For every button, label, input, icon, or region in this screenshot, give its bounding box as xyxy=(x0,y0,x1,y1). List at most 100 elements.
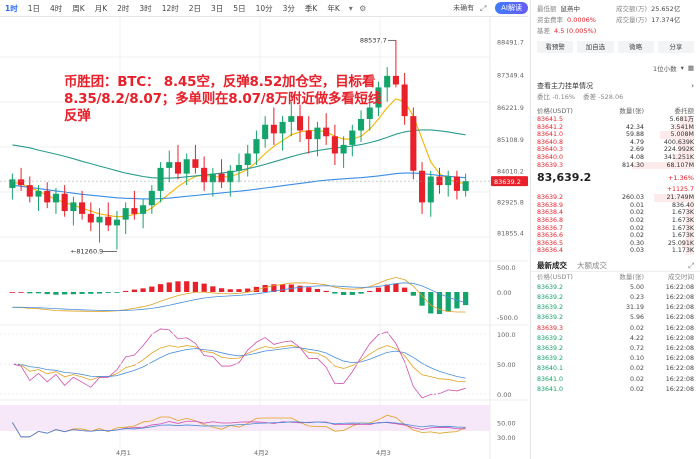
bid-row[interactable]: 83636.5 0.30 25.091K xyxy=(531,239,700,248)
timeframe-7[interactable]: 12时 xyxy=(161,3,179,13)
trade-cell: 0.02 xyxy=(629,324,644,332)
bid-row[interactable]: 83636.8 0.02 1.673K xyxy=(531,216,700,225)
panel-button-1[interactable]: 加自选 xyxy=(577,41,614,53)
chevron-down-icon[interactable]: ▾ xyxy=(348,3,353,13)
macd-bar xyxy=(192,281,199,292)
depth-control[interactable]: 1位小数 ▾ ▦ xyxy=(531,62,700,74)
candle-body xyxy=(340,144,347,154)
layout-icon[interactable]: ▦ xyxy=(687,64,694,72)
stat-label: 基差 xyxy=(537,27,550,35)
expand-icon[interactable]: ⤢ xyxy=(688,260,694,270)
bid-row[interactable]: 83636.4 0.03 1.173K xyxy=(531,247,700,255)
timeframe-12[interactable]: 3分 xyxy=(282,3,295,13)
panel-button-0[interactable]: 看预警 xyxy=(537,41,574,53)
bid-depth-bar xyxy=(686,247,694,255)
timeframe-3[interactable]: 周K xyxy=(72,3,85,13)
candlestick-chart[interactable]: 88491.7 87349.4 86221.9 85108.9 84010.2 82925… xyxy=(0,17,528,459)
macd-bar xyxy=(306,287,312,292)
macd-bar xyxy=(367,290,373,292)
bid-row[interactable]: 83636.6 0.02 1.673K xyxy=(531,232,700,240)
ask-row[interactable]: 83640.0 4.08 341.251K xyxy=(531,153,700,162)
timeframe-8[interactable]: 2日 xyxy=(188,3,202,13)
candle-body xyxy=(253,139,260,154)
trade-row: 83641.0 0.02 16:22:08 xyxy=(531,375,700,385)
ask-cell: 5.681万 xyxy=(669,116,694,123)
macd-bar xyxy=(393,283,399,292)
last-price: 83,639.2 xyxy=(537,171,592,185)
bid-cell: 1.673K xyxy=(671,232,694,240)
timeframe-0[interactable]: 1时 xyxy=(5,3,18,13)
settings-icon[interactable]: ⚙ xyxy=(359,3,367,13)
timeframe-6[interactable]: 3时 xyxy=(139,3,152,13)
macd-bar xyxy=(375,287,382,292)
depth-precision[interactable]: 1位小数 xyxy=(652,65,677,73)
timeframe-11[interactable]: 10分 xyxy=(255,3,273,13)
timeframe-2[interactable]: 4时 xyxy=(50,3,63,13)
high-label: 88537.7 xyxy=(360,36,387,44)
trade-row: 83639.2 0.23 16:22:08 xyxy=(531,293,700,303)
ask-row[interactable]: 83639.3 814.30 68.107M xyxy=(531,161,700,170)
candle-body xyxy=(296,116,304,131)
ask-row[interactable]: 83640.8 4.79 400.639K xyxy=(531,138,700,147)
macd-bar xyxy=(184,281,190,292)
tab-1[interactable]: 大额成交 xyxy=(577,260,607,270)
order-ratio-row: 委比 -0.16% 委差 -528.06 xyxy=(531,92,700,102)
candle-body xyxy=(209,173,216,183)
macd-bar xyxy=(402,287,408,292)
timeframe-10[interactable]: 5日 xyxy=(233,3,246,13)
ai-analysis-button[interactable]: AI解读 xyxy=(495,2,528,14)
bid-cell: 1.173K xyxy=(671,247,694,255)
ask-cell: 42.34 xyxy=(625,123,644,131)
tab-0[interactable]: 最新成交 xyxy=(537,260,567,270)
panel-button-3[interactable]: 分享 xyxy=(657,41,694,53)
ask-cell: 83641.0 xyxy=(537,131,564,139)
low-label: ←81260.9 xyxy=(71,248,103,256)
price-axis-label: 87349.4 xyxy=(497,71,524,79)
toolbar-control-0[interactable]: 未确有 xyxy=(453,4,475,12)
timeframe-9[interactable]: 3日 xyxy=(211,3,224,13)
ask-cell: 68.107M xyxy=(666,161,694,169)
bid-row[interactable]: 83636.7 0.02 1.673K xyxy=(531,224,700,233)
ask-row[interactable]: 83641.2 42.34 3.541M xyxy=(531,123,700,132)
candle-body xyxy=(166,162,173,168)
candle-body xyxy=(462,181,469,191)
stat-value: 鼠燕中 xyxy=(560,5,581,13)
bid-row[interactable]: 83638.4 0.02 1.673K xyxy=(531,209,700,217)
timeframe-14[interactable]: 年K xyxy=(327,3,340,13)
timeframe-1[interactable]: 1日 xyxy=(27,3,40,13)
bid-cell: 0.03 xyxy=(629,247,644,255)
bid-row[interactable]: 83639.2 260.03 21.749M xyxy=(531,194,700,202)
bid-depth-bar xyxy=(682,239,694,248)
ask-row[interactable]: 83641.0 59.88 5.008M xyxy=(531,131,700,139)
macd-bar xyxy=(340,292,347,295)
trade-row: 83639.2 31.19 16:22:08 xyxy=(531,303,700,313)
bid-cell: 83638.4 xyxy=(537,209,564,217)
order-flow-label: 查看主力挂单情况 xyxy=(537,82,593,90)
timeframe-4[interactable]: 月K xyxy=(94,3,108,13)
bid-cell: 0.01 xyxy=(629,201,644,209)
orderbook-header: 价格(USDT) 数量(张) 委托额 xyxy=(531,106,700,116)
ask-cell: 83641.2 xyxy=(537,123,564,131)
ask-row[interactable]: 83641.5 5.681万 xyxy=(531,116,700,124)
bid-row[interactable]: 83638.9 0.01 836.40 xyxy=(531,201,700,210)
date-axis-label: 4月3 xyxy=(376,449,391,457)
ask-row[interactable]: 83640.3 2.69 224.992K xyxy=(531,146,700,154)
timeframe-5[interactable]: 2时 xyxy=(117,3,130,13)
market-panel: 最低额 鼠燕中 成交额(万) 25.652亿 资金费率 0.0006% 成交量(万) 17.3… xyxy=(530,0,700,459)
candle-body xyxy=(192,159,199,168)
panel-button-2[interactable]: 微略 xyxy=(617,41,654,53)
bid-cell: 25.091K xyxy=(667,239,694,247)
macd-bar xyxy=(332,292,338,294)
ask-cell: 83640.8 xyxy=(537,138,564,146)
stat-label: 最低额 xyxy=(537,5,557,13)
trade-cell: 4.22 xyxy=(629,334,644,342)
bid-cell: 0.30 xyxy=(629,239,644,247)
fullscreen-icon[interactable]: ⤢ xyxy=(479,3,487,13)
candle-body xyxy=(218,173,225,183)
timeframe-13[interactable]: 季K xyxy=(304,3,318,13)
order-flow-title[interactable]: 查看主力挂单情况 › xyxy=(531,80,700,92)
bid-cell: 83638.9 xyxy=(537,201,564,209)
bid-cell: 260.03 xyxy=(621,194,644,202)
ask-cell: 2.69 xyxy=(629,146,644,154)
bid-cell: 83636.5 xyxy=(537,239,564,247)
